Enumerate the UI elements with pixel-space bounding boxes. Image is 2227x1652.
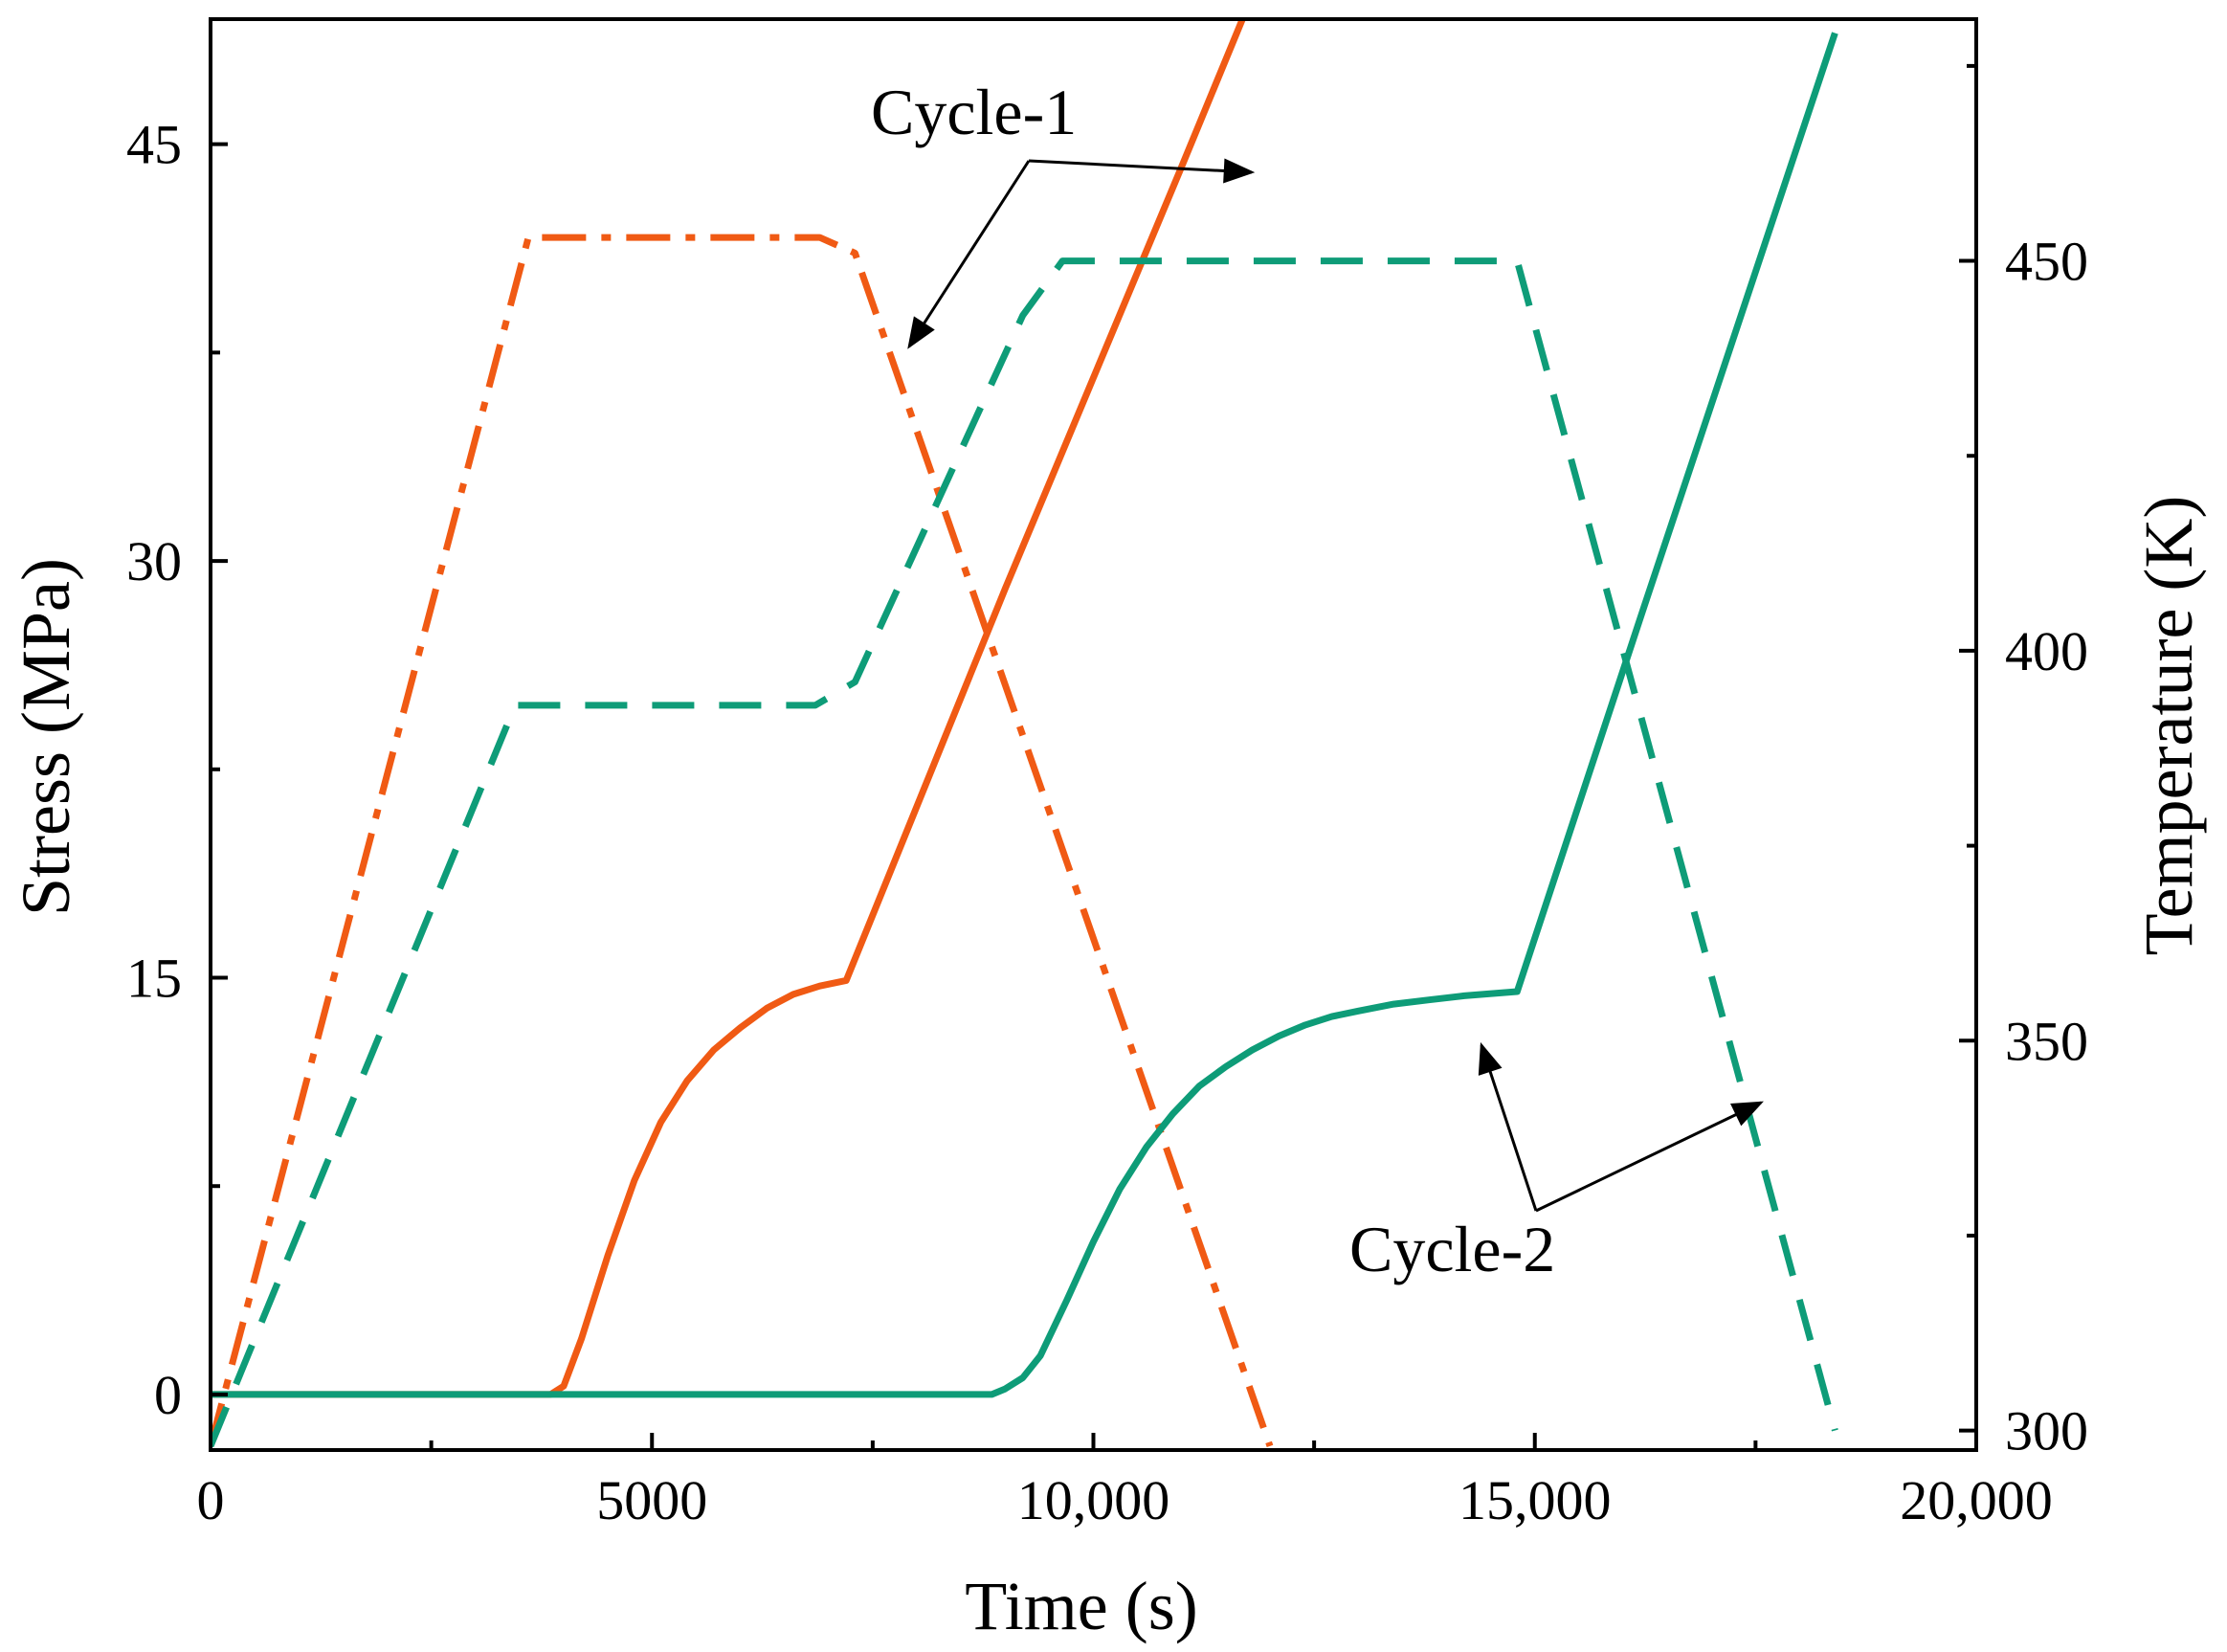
x-tick-label: 15,000 [1459,1469,1612,1531]
annotation-cycle-2-arrow-stress [1478,1041,1538,1212]
y-axis-title-left: Stress (MPa) [8,558,84,916]
series-line-cycle-2-stress [211,32,1838,1398]
annotation-cycle-2-label: Cycle-2 [1349,1213,1555,1285]
series-line-cycle-2-temperature [211,257,1838,1448]
y-right-tick-label: 450 [2005,231,2088,293]
annotation-cycle-1-arrow-temperature [907,160,1031,349]
annotation-cycle-1-label: Cycle-1 [871,76,1077,148]
x-tick-label: 20,000 [1900,1469,2053,1531]
x-tick-label: 0 [197,1469,225,1531]
series-layer [211,19,1838,1448]
y-right-tick-label: 400 [2005,620,2088,682]
y-left-tick-label: 30 [126,530,182,592]
series-line-cycle-1-temperature [211,234,1274,1448]
y-left-tick-label: 45 [126,114,182,176]
y-left-tick-label: 15 [126,948,182,1010]
ticks-layer: 0 5000 10,000 15,000 20,000 0 15 30 45 300 350 400 4… [126,63,2088,1531]
x-tick-label: 10,000 [1017,1469,1170,1531]
x-tick-label: 5000 [596,1469,707,1531]
annotation-cycle-2-arrow-temperature [1535,1101,1764,1213]
y-axis-title-right: Temperature (K) [2130,496,2207,956]
x-axis-title: Time (s) [965,1568,1197,1644]
series-line-cycle-1-stress [211,19,1247,1398]
annotation-cycle-1-arrow-stress [1028,158,1256,184]
y-left-tick-label: 0 [154,1364,182,1426]
annotations: Cycle-1 Cycle-2 [871,76,1764,1285]
y-right-tick-label: 300 [2005,1400,2088,1462]
y-right-tick-label: 350 [2005,1010,2088,1072]
